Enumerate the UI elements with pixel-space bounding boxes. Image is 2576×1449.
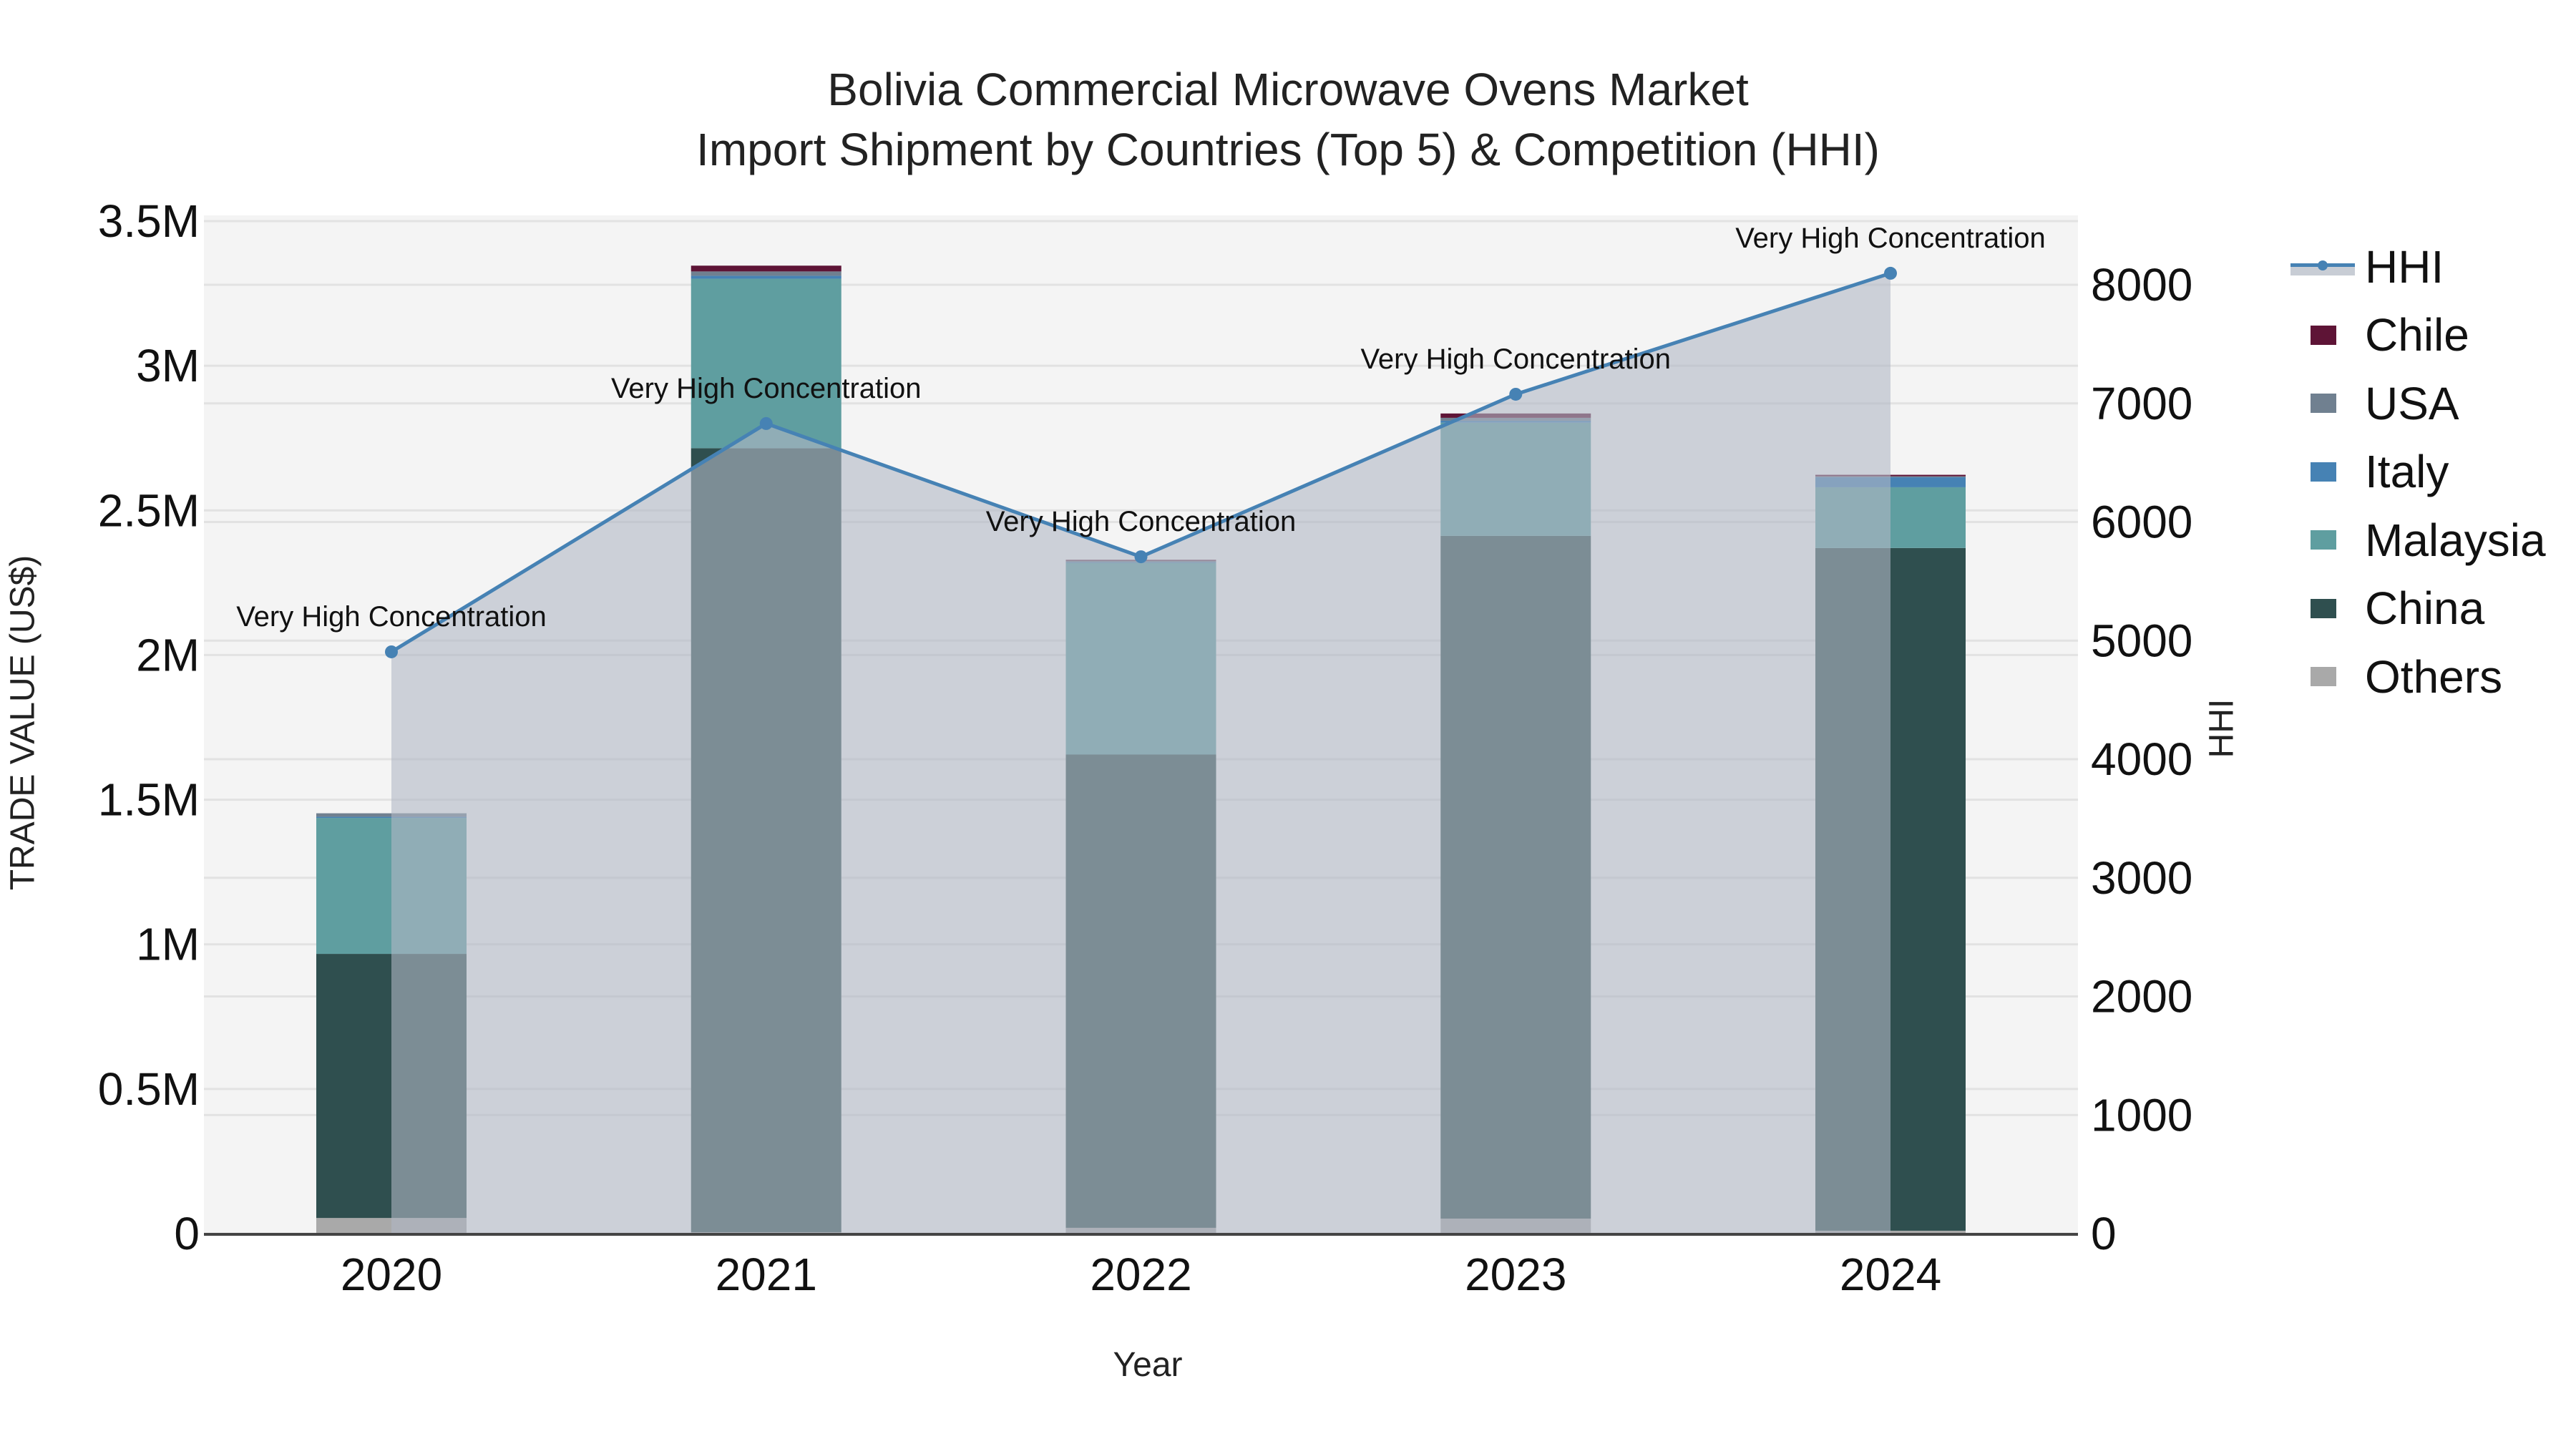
x-tick-label: 2020 — [341, 1249, 442, 1300]
x-tick-label: 2024 — [1840, 1249, 1941, 1300]
legend-label: USA — [2365, 377, 2459, 429]
swatch-icon — [2311, 598, 2336, 618]
swatch-icon — [2311, 325, 2336, 345]
y-tick-label: 0 — [174, 1208, 200, 1259]
line-marker-icon — [2290, 260, 2355, 275]
chart-subtitle: Import Shipment by Countries (Top 5) & C… — [696, 124, 1880, 175]
y2-tick-label: 2000 — [2091, 971, 2192, 1023]
hhi-annotation: Very High Concentration — [1360, 343, 1671, 375]
x-tick-label: 2023 — [1465, 1249, 1566, 1300]
y2-tick-label: 1000 — [2091, 1089, 2192, 1141]
legend-label: HHI — [2365, 240, 2444, 293]
y-tick-label: 1M — [136, 919, 200, 970]
y-tick-label: 3M — [136, 340, 200, 391]
swatch-icon — [2311, 530, 2336, 550]
hhi-area — [391, 273, 1890, 1234]
x-axis-title: Year — [1113, 1346, 1183, 1384]
chart-title: Bolivia Commercial Microwave Ovens Marke… — [827, 64, 1749, 115]
y2-tick-label: 7000 — [2091, 378, 2192, 429]
legend-label: Italy — [2365, 446, 2449, 498]
y2-axis-title: HHI — [2202, 698, 2241, 758]
y-tick-label: 1.5M — [98, 774, 200, 826]
bar-segment-chile[interactable] — [691, 265, 841, 272]
y-tick-label: 0.5M — [98, 1063, 200, 1115]
hhi-marker[interactable] — [1509, 387, 1523, 401]
swatch-icon — [2311, 394, 2336, 414]
swatch-icon — [2311, 667, 2336, 687]
y-axis-title: TRADE VALUE (US$) — [4, 555, 42, 891]
x-tick-label: 2022 — [1090, 1249, 1191, 1300]
hhi-marker[interactable] — [759, 416, 773, 430]
y2-tick-label: 3000 — [2091, 852, 2192, 904]
hhi-annotation: Very High Concentration — [986, 506, 1297, 537]
swatch-icon — [2311, 462, 2336, 482]
legend-label: Chile — [2365, 309, 2469, 361]
y-tick-label: 2M — [136, 629, 200, 680]
hhi-marker[interactable] — [1134, 550, 1148, 564]
hhi-annotation: Very High Concentration — [611, 373, 922, 404]
y2-tick-label: 5000 — [2091, 615, 2192, 666]
bar-segment-usa[interactable] — [691, 271, 841, 276]
y2-tick-label: 6000 — [2091, 497, 2192, 548]
y-tick-label: 2.5M — [98, 484, 200, 536]
legend-label: China — [2365, 582, 2485, 635]
y-tick-label: 3.5M — [98, 195, 200, 247]
y2-tick-label: 4000 — [2091, 733, 2192, 785]
y2-tick-label: 8000 — [2091, 259, 2192, 311]
hhi-marker[interactable] — [385, 645, 398, 658]
hhi-marker[interactable] — [1884, 266, 1897, 280]
y2-tick-label: 0 — [2091, 1208, 2117, 1259]
x-tick-label: 2021 — [716, 1249, 817, 1300]
legend-label: Others — [2365, 650, 2503, 703]
bar-segment-italy[interactable] — [691, 275, 841, 279]
legend-label: Malaysia — [2365, 514, 2546, 566]
hhi-annotation: Very High Concentration — [1735, 223, 2046, 254]
hhi-annotation: Very High Concentration — [236, 601, 547, 633]
